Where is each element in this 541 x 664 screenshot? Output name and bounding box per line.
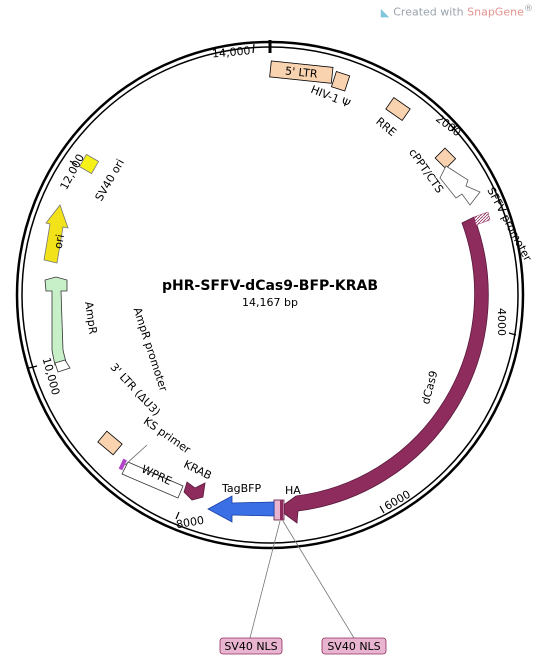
watermark-brand: SnapGene — [467, 5, 524, 19]
feature-tagbfp[interactable] — [207, 495, 275, 523]
feature-krab[interactable] — [183, 481, 206, 501]
feature-ampr[interactable] — [44, 276, 68, 366]
plasmid-name: pHR-SFFV-dCas9-BFP-KRAB — [162, 278, 378, 294]
tick-label-12000: 12,000 — [58, 152, 88, 192]
feature-label-rre: RRE — [373, 115, 398, 139]
feature-wpre[interactable] — [121, 461, 184, 499]
callout-label-sv40-nls-1: SV40 NLS — [224, 640, 277, 653]
feature-label-ori: ori — [52, 233, 67, 249]
feature-label-ha: HA — [285, 484, 301, 497]
feature-label-krab: KRAB — [182, 458, 214, 483]
watermark-reg: ® — [523, 3, 533, 14]
wpre-start-mark — [118, 458, 127, 471]
callout-sv40-nls-2[interactable]: SV40 NLS — [321, 637, 387, 655]
ampr-promoter-arrow — [54, 359, 71, 373]
feature-rre[interactable] — [385, 96, 411, 122]
feature-label-tagbfp: TagBFP — [221, 482, 261, 495]
watermark-prefix: Created with — [393, 5, 468, 19]
tick-label-14000: 14,000 — [212, 44, 251, 60]
feature-label-sffv: SFFV promoter — [484, 185, 534, 264]
snapgene-logo-icon: ◣ — [380, 5, 390, 19]
feature-sv40-ori[interactable] — [78, 153, 100, 175]
tick-marks — [28, 43, 517, 520]
feature-label-ampr: AmpR — [82, 301, 99, 336]
ks-primer-leader — [124, 444, 148, 466]
feature-3ltr[interactable] — [97, 430, 123, 456]
callout-sv40-nls-1[interactable]: SV40 NLS — [219, 637, 283, 655]
snapgene-watermark: ◣ Created with SnapGene® — [381, 3, 533, 19]
tick-label-6000: 6000 — [382, 488, 413, 513]
feature-label-ks-primer: KS primer — [141, 415, 193, 457]
feature-label-5ltr: 5' LTR — [284, 64, 318, 80]
feature-5ltr[interactable]: 5' LTR — [269, 60, 351, 92]
nls-callout-leader-2 — [282, 520, 355, 639]
feature-nls-stripe — [280, 500, 283, 520]
feature-label-sv40-ori: SV40 ori — [93, 157, 127, 204]
nls-callout-leader-1 — [249, 520, 281, 639]
dcas9-hatch-start — [473, 211, 491, 226]
tick-label-4000: 4000 — [495, 308, 508, 336]
feature-cppt[interactable] — [434, 147, 457, 170]
feature-dcas9[interactable] — [277, 216, 489, 524]
feature-ori[interactable] — [43, 204, 69, 264]
plasmid-size: 14,167 bp — [242, 296, 298, 309]
tick-label-8000: 8000 — [175, 514, 205, 532]
feature-label-dcas9: dCas9 — [419, 369, 440, 405]
feature-sffv-promoter[interactable] — [439, 165, 481, 206]
callout-label-sv40-nls-2: SV40 NLS — [327, 640, 380, 653]
